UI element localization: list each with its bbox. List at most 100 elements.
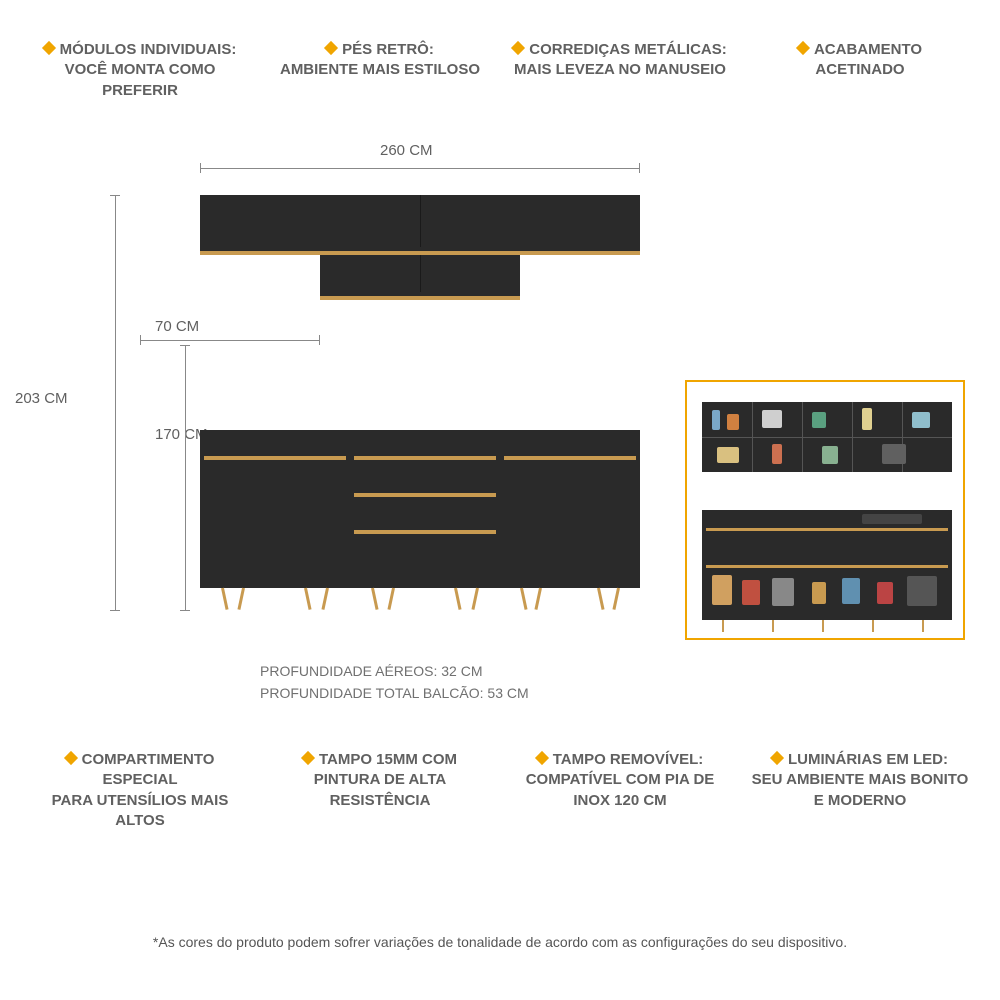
divider (752, 402, 753, 472)
feature-sub: MAIS LEVEZA NO MANUSEIO (508, 60, 732, 80)
dim-line (115, 195, 116, 610)
feature-title: TAMPO 15MM COM (319, 751, 457, 768)
dim-tick (110, 610, 120, 611)
upper-cabinet (320, 195, 520, 255)
disclaimer: *As cores do produto podem sofrer variaç… (0, 934, 1000, 950)
feature-sub: COMPATÍVEL COM PIA DE INOX 120 CM (508, 770, 732, 811)
feature-title: ACABAMENTO (814, 41, 922, 58)
gold-trim (204, 456, 346, 460)
dimension-diagram: 260 CM 203 CM 70 CM 170 CM PROFUNDIDADE … (60, 160, 660, 690)
depth-upper: PROFUNDIDADE AÉREOS: 32 CM (260, 660, 529, 682)
lower-cabinets (200, 430, 640, 610)
feature-item: CORREDIÇAS METÁLICAS: MAIS LEVEZA NO MAN… (500, 40, 740, 101)
leg (471, 588, 479, 610)
depth-lower: PROFUNDIDADE TOTAL BALCÃO: 53 CM (260, 682, 529, 704)
feature-title: MÓDULOS INDIVIDUAIS: (60, 41, 237, 58)
leg (520, 588, 528, 610)
prop-item (772, 578, 794, 606)
dim-tick (200, 163, 201, 173)
dim-tick (180, 345, 190, 346)
prop-item (877, 582, 893, 604)
diamond-icon (770, 751, 784, 765)
feature-item: PÉS RETRÔ: AMBIENTE MAIS ESTILOSO (260, 40, 500, 101)
gold-trim (504, 456, 636, 460)
upper-cabinet (320, 255, 520, 300)
feature-item: LUMINÁRIAS EM LED: SEU AMBIENTE MAIS BON… (740, 750, 980, 831)
feature-sub: SEU AMBIENTE MAIS BONITO E MODERNO (748, 770, 972, 811)
inset-lower (702, 510, 952, 620)
leg (237, 588, 245, 610)
leg (221, 588, 229, 610)
leg (722, 620, 724, 632)
prop-item (712, 575, 732, 605)
legs (358, 588, 492, 610)
upper-cabinet (520, 195, 640, 255)
legs (508, 588, 632, 610)
leg (455, 588, 463, 610)
feature-sub: ACETINADO (748, 60, 972, 80)
leg (922, 620, 924, 632)
inset-preview (685, 380, 965, 640)
dim-tick (140, 335, 141, 345)
dim-tick (110, 195, 120, 196)
prop-item (812, 412, 826, 428)
cabinet-divider (420, 255, 421, 292)
feature-item: TAMPO 15MM COM PINTURA DE ALTA RESISTÊNC… (260, 750, 500, 831)
lower-cabinet (500, 438, 640, 588)
leg (822, 620, 824, 632)
prop-item (907, 576, 937, 606)
prop-item (712, 410, 720, 430)
leg (371, 588, 379, 610)
inset-upper (702, 402, 952, 472)
leg (534, 588, 542, 610)
feature-sub: PINTURA DE ALTA RESISTÊNCIA (268, 770, 492, 811)
prop-item (822, 446, 838, 464)
dim-line (140, 340, 320, 341)
cabinet-divider (420, 195, 421, 247)
lower-cabinet (200, 438, 350, 588)
leg (772, 620, 774, 632)
leg (387, 588, 395, 610)
divider (852, 402, 853, 472)
gold-trim (354, 493, 496, 497)
diamond-icon (796, 41, 810, 55)
countertop (200, 430, 640, 438)
feature-item: TAMPO REMOVÍVEL: COMPATÍVEL COM PIA DE I… (500, 750, 740, 831)
diamond-icon (64, 751, 78, 765)
dim-line (200, 168, 640, 169)
feature-title: TAMPO REMOVÍVEL: (553, 751, 704, 768)
gold-trim (706, 565, 948, 568)
feature-title: COMPARTIMENTO ESPECIAL (82, 751, 215, 788)
prop-item (882, 444, 906, 464)
features-top: MÓDULOS INDIVIDUAIS: VOCÊ MONTA COMO PRE… (0, 40, 1000, 101)
lower-cabinet (350, 438, 500, 588)
diamond-icon (301, 751, 315, 765)
diamond-icon (535, 751, 549, 765)
prop-item (812, 582, 826, 604)
leg (597, 588, 605, 610)
features-bottom: COMPARTIMENTO ESPECIAL PARA UTENSÍLIOS M… (0, 750, 1000, 831)
gold-trim (706, 528, 948, 531)
leg (321, 588, 329, 610)
shelf (702, 437, 952, 438)
prop-item (862, 514, 922, 524)
gold-trim (354, 530, 496, 534)
leg (613, 588, 621, 610)
dim-tick (319, 335, 320, 345)
upper-cabinet (200, 195, 320, 255)
dim-tick (639, 163, 640, 173)
feature-title: LUMINÁRIAS EM LED: (788, 751, 948, 768)
dim-height-label: 203 CM (15, 390, 68, 407)
feature-sub: AMBIENTE MAIS ESTILOSO (268, 60, 492, 80)
leg (872, 620, 874, 632)
leg (305, 588, 313, 610)
dim-under-label: 70 CM (155, 318, 199, 335)
depth-notes: PROFUNDIDADE AÉREOS: 32 CM PROFUNDIDADE … (260, 660, 529, 705)
diamond-icon (324, 41, 338, 55)
feature-title: CORREDIÇAS METÁLICAS: (529, 41, 727, 58)
prop-item (842, 578, 860, 604)
diamond-icon (511, 41, 525, 55)
dim-width-label: 260 CM (380, 142, 433, 159)
feature-item: MÓDULOS INDIVIDUAIS: VOCÊ MONTA COMO PRE… (20, 40, 260, 101)
feature-title: PÉS RETRÔ: (342, 41, 434, 58)
